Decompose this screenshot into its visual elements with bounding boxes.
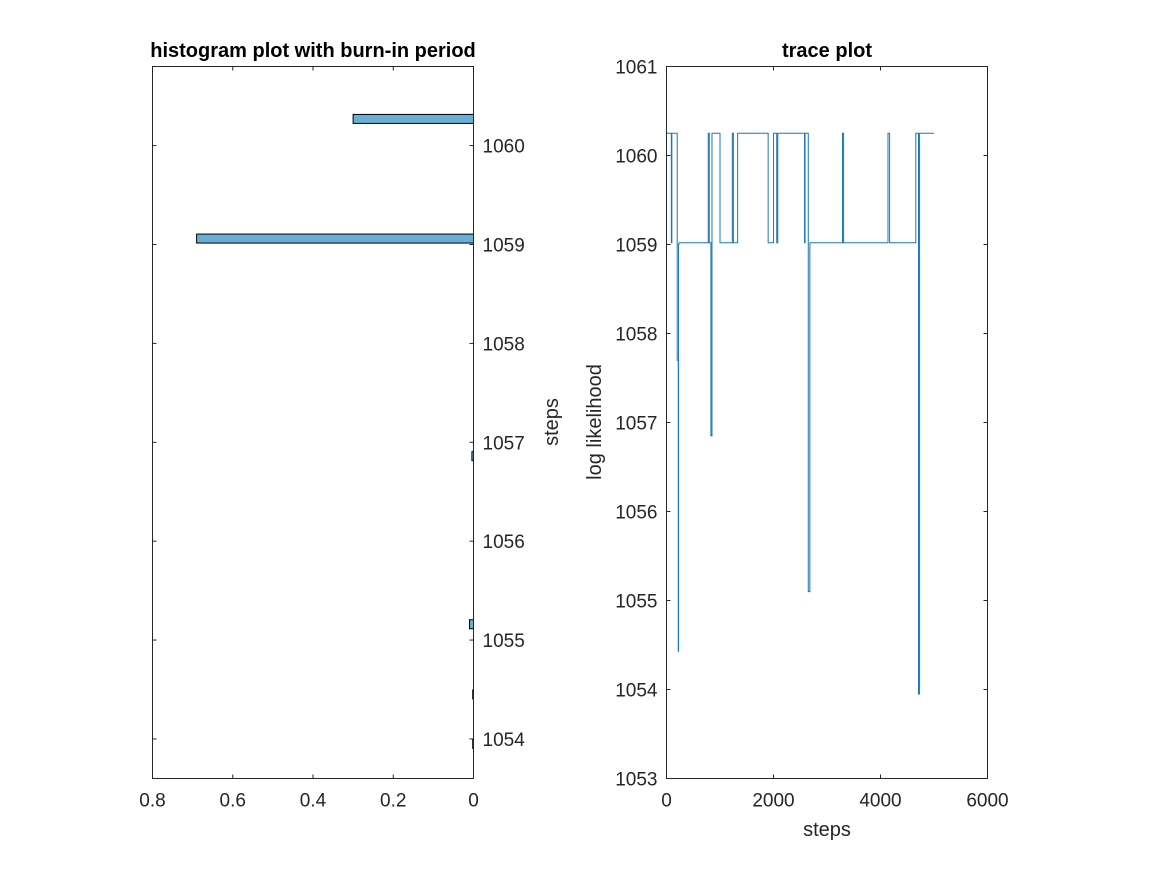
trace-y-tick-label: 1059 bbox=[615, 236, 657, 257]
histogram-x-tick-label: 0.6 bbox=[220, 791, 246, 812]
trace-y-tick-label: 1057 bbox=[615, 414, 657, 435]
histogram-panel: histogram plot with burn-in period 0.8 0.… bbox=[139, 40, 563, 812]
histogram-x-tick-label: 0.8 bbox=[139, 791, 165, 812]
histogram-y-axis-label: steps bbox=[541, 398, 563, 446]
trace-x-tick-label: 4000 bbox=[859, 791, 901, 812]
trace-y-tick-label: 1061 bbox=[615, 58, 657, 79]
trace-y-tick-label: 1053 bbox=[615, 770, 657, 791]
trace-axes-box bbox=[666, 66, 988, 779]
histogram-y-tick-label: 1056 bbox=[483, 532, 525, 553]
trace-y-tick-label: 1054 bbox=[615, 681, 658, 702]
trace-x-ticks: 0 2000 4000 6000 bbox=[661, 66, 1009, 812]
trace-x-tick-label: 2000 bbox=[752, 791, 794, 812]
histogram-y-tick-label: 1054 bbox=[483, 730, 526, 751]
histogram-y-tick-label: 1057 bbox=[483, 433, 525, 454]
histogram-y-tick-label: 1059 bbox=[483, 236, 525, 257]
histogram-title: histogram plot with burn-in period bbox=[150, 40, 476, 62]
histogram-x-ticks: 0.8 0.6 0.4 0.2 0 bbox=[139, 66, 479, 812]
trace-y-tick-label: 1056 bbox=[615, 503, 657, 524]
trace-y-tick-label: 1060 bbox=[615, 147, 657, 168]
trace-x-tick-label: 6000 bbox=[966, 791, 1008, 812]
trace-y-ticks: 1053 1054 1055 1056 1057 1058 1059 1060 1061 bbox=[615, 58, 988, 791]
histogram-axes-box bbox=[152, 66, 474, 779]
histogram-x-tick-label: 0.4 bbox=[300, 791, 327, 812]
trace-y-tick-label: 1058 bbox=[615, 325, 657, 346]
trace-panel: trace plot 0 2000 4000 6000 105310541055105… bbox=[584, 40, 1009, 841]
histogram-y-tick-label: 1060 bbox=[483, 137, 525, 158]
histogram-x-tick-label: 0 bbox=[468, 791, 479, 812]
histogram-bar bbox=[352, 113, 474, 124]
trace-title: trace plot bbox=[782, 40, 872, 62]
histogram-bar bbox=[468, 619, 474, 630]
histogram-y-ticks: 1054 1055 1056 1057 1058 1059 1060 bbox=[152, 137, 526, 751]
histogram-y-tick-label: 1058 bbox=[483, 334, 525, 355]
trace-series-line bbox=[666, 132, 934, 695]
trace-x-axis-label: steps bbox=[803, 819, 851, 841]
trace-y-axis-label: log likelihood bbox=[584, 364, 606, 480]
histogram-y-tick-label: 1055 bbox=[483, 631, 525, 652]
trace-y-tick-label: 1055 bbox=[615, 592, 657, 613]
histogram-bars bbox=[196, 113, 475, 749]
histogram-bar bbox=[196, 233, 474, 244]
histogram-x-tick-label: 0.2 bbox=[380, 791, 406, 812]
trace-x-tick-label: 0 bbox=[661, 791, 672, 812]
